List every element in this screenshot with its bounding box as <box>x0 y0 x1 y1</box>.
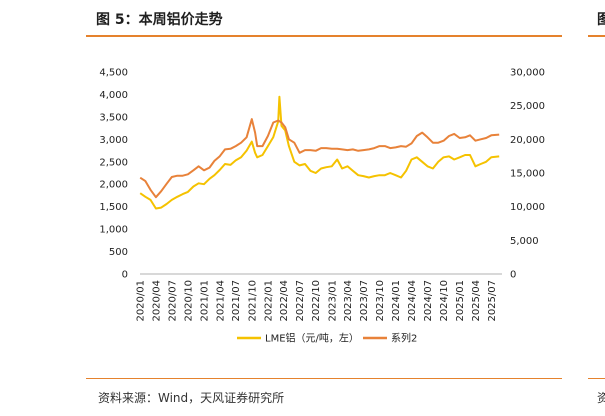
x-tick-label: 2020/07 <box>167 280 178 322</box>
right-tick-label: 15,000 <box>510 169 545 180</box>
legend-label: LME铝（元/吨，左） <box>265 332 359 345</box>
x-tick-label: 2020/10 <box>183 280 194 322</box>
series-line <box>139 118 500 199</box>
neighbor-source-rule <box>588 378 605 379</box>
x-tick-label: 2021/04 <box>215 280 226 322</box>
right-tick-label: 5,000 <box>510 236 539 247</box>
left-tick-label: 0 <box>122 270 128 281</box>
x-tick-label: 2025/04 <box>471 280 482 322</box>
right-tick-label: 0 <box>510 270 516 281</box>
left-tick-label: 4,500 <box>99 68 128 79</box>
neighbor-source-note: 资 <box>597 391 605 405</box>
x-tick-label: 2024/01 <box>391 280 402 322</box>
x-tick-label: 2022/07 <box>295 280 306 322</box>
left-tick-label: 1,000 <box>99 225 128 236</box>
legend: LME铝（元/吨，左） 系列2 <box>237 332 417 345</box>
x-tick-label: 2023/07 <box>359 280 370 322</box>
x-tick-label: 2025/07 <box>487 280 498 322</box>
x-tick-label: 2023/10 <box>375 280 386 322</box>
neighbor-figure-title: 图 <box>597 12 605 28</box>
left-tick-label: 4,000 <box>99 90 128 101</box>
left-tick-label: 3,500 <box>99 112 128 123</box>
x-tick-label: 2023/01 <box>327 280 338 322</box>
left-tick-label: 2,500 <box>99 157 128 168</box>
source-rule <box>86 378 562 379</box>
neighbor-title-rule <box>588 35 605 37</box>
x-tick-label: 2020/01 <box>136 280 147 322</box>
title-rule <box>86 35 562 37</box>
source-note: 资料来源：Wind，天风证券研究所 <box>98 391 285 405</box>
x-tick-label: 2021/01 <box>200 280 211 322</box>
left-tick-label: 1,500 <box>99 202 128 213</box>
right-tick-label: 10,000 <box>510 202 545 213</box>
x-tick-label: 2024/07 <box>423 280 434 322</box>
x-tick-label: 2024/10 <box>439 280 450 322</box>
left-tick-label: 2,000 <box>99 180 128 191</box>
right-tick-label: 25,000 <box>510 101 545 112</box>
series-layer <box>139 95 500 210</box>
x-tick-label: 2025/01 <box>455 280 466 322</box>
right-tick-label: 20,000 <box>510 135 545 146</box>
left-axis-ticks: 0 500 1,000 1,500 2,000 2,500 3,000 3,500 4,000 4… <box>99 68 128 281</box>
x-tick-label: 2022/04 <box>279 280 290 322</box>
right-tick-label: 30,000 <box>510 68 545 79</box>
series-line <box>139 95 500 210</box>
figure-title: 图 5：本周铝价走势 <box>96 12 223 28</box>
legend-label: 系列2 <box>391 332 417 345</box>
x-tick-label: 2020/04 <box>151 280 162 322</box>
x-axis-ticks: 2020/01 2020/04 2020/07 2020/10 2021/01 2021/… <box>136 280 498 322</box>
x-tick-label: 2021/10 <box>247 280 258 322</box>
x-tick-label: 2023/04 <box>343 280 354 322</box>
left-tick-label: 500 <box>109 247 128 258</box>
left-tick-label: 3,000 <box>99 135 128 146</box>
x-tick-label: 2022/01 <box>263 280 274 322</box>
right-axis-ticks: 0 5,000 10,000 15,000 20,000 25,000 30,000 <box>510 68 545 281</box>
x-tick-label: 2024/04 <box>407 280 418 322</box>
x-tick-label: 2021/07 <box>231 280 242 322</box>
x-tick-label: 2022/10 <box>311 280 322 322</box>
